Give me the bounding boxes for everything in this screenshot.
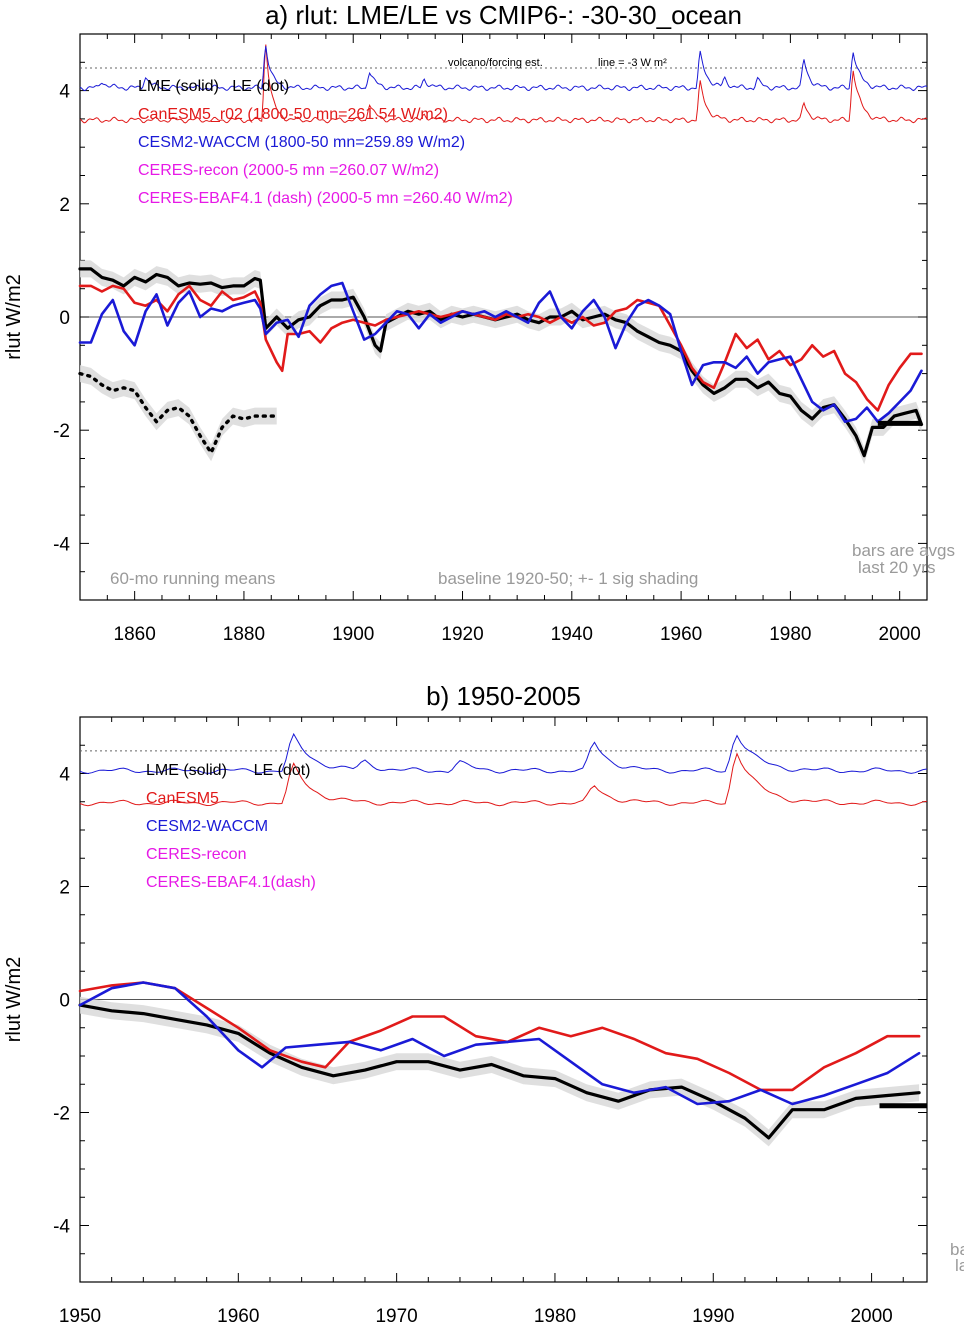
y-axis-label: rlut W/m2 [3, 274, 25, 360]
legend-item: CESM2-WACCM (1800-50 mn=259.89 W/m2) [138, 134, 465, 151]
chart-title: b) 1950-2005 [426, 681, 581, 711]
legend-item: LME (solid) LE (dot) [146, 762, 311, 779]
series-line-canesm5 [78, 981, 921, 1092]
x-tick-label: 1860 [114, 624, 156, 645]
series-line-cesm2-waccm [78, 981, 921, 1106]
chart-title: a) rlut: LME/LE vs CMIP6-: -30-30_ocean [265, 0, 742, 30]
x-tick-label: 1900 [332, 624, 374, 645]
y-tick-label: -4 [53, 534, 70, 555]
legend-item: CERES-EBAF4.1(dash) [146, 874, 316, 891]
y-tick-label: 2 [59, 195, 70, 216]
note-center: baseline 1920-50; +- 1 sig shading [438, 569, 698, 588]
legend-item: CanESM5 [146, 790, 219, 807]
series-line-canesm5-r02 [78, 284, 923, 412]
y-tick-label: 2 [59, 878, 70, 899]
y-tick-label: 0 [59, 308, 70, 329]
y-tick-label: -2 [53, 1104, 70, 1125]
forcing-curve-canesm5 [79, 44, 928, 124]
x-tick-label: 1950 [59, 1306, 101, 1325]
y-tick-label: -2 [53, 421, 70, 442]
forcing-note: volcano/forcing est. [448, 57, 543, 69]
sigma-shading [80, 365, 277, 462]
forcing-curve-cesm2-waccm [79, 46, 928, 92]
x-tick-label: 1960 [660, 624, 702, 645]
panel-a: a) rlut: LME/LE vs CMIP6-: -30-30_ocean -… [3, 0, 955, 645]
note-right1: ba [950, 1240, 964, 1259]
x-tick-label: 2000 [850, 1306, 892, 1325]
x-tick-label: 1960 [217, 1306, 259, 1325]
x-tick-label: 1940 [551, 624, 593, 645]
forcing-curve-cesm2-waccm [79, 732, 928, 775]
note-right2: la [955, 1256, 964, 1275]
legend-item: CERES-EBAF4.1 (dash) (2000-5 mn =260.40 … [138, 190, 513, 207]
x-tick-label: 2000 [879, 624, 921, 645]
x-tick-label: 1920 [441, 624, 483, 645]
y-axis-label: rlut W/m2 [3, 957, 25, 1043]
y-tick-label: 4 [59, 765, 70, 786]
line-note: line = -3 W m² [598, 57, 667, 69]
x-tick-label: 1970 [375, 1306, 417, 1325]
x-tick-label: 1880 [223, 624, 265, 645]
x-tick-label: 1980 [769, 624, 811, 645]
legend-item: CERES-recon [146, 846, 246, 863]
y-tick-label: 0 [59, 991, 70, 1012]
legend-item: LME (solid) LE (dot) [138, 78, 289, 95]
series-line-cesm2-waccm [78, 281, 923, 423]
sigma-shading [80, 996, 920, 1147]
y-tick-label: -4 [53, 1217, 70, 1238]
legend-item: CERES-recon (2000-5 mn =260.07 W/m2) [138, 162, 439, 179]
series-line-lme-solid- [78, 1003, 921, 1140]
note-right2: last 20 yrs [858, 558, 935, 577]
x-tick-label: 1990 [692, 1306, 734, 1325]
note-right1: bars are avgs [852, 541, 955, 560]
sigma-shading [80, 260, 922, 465]
x-tick-label: 1980 [534, 1306, 576, 1325]
note-left: 60-mo running means [110, 569, 275, 588]
forcing-curve-canesm5 [79, 752, 928, 807]
y-tick-label: 4 [59, 82, 70, 103]
panel-b: b) 1950-2005 -4 -2 0 2 4 1950 1960 1970 1980 1990 2… [3, 681, 964, 1325]
legend-item: CanESM5_r02 (1800-50 mn=261.54 W/m2) [138, 106, 448, 123]
legend-item: CESM2-WACCM [146, 818, 268, 835]
